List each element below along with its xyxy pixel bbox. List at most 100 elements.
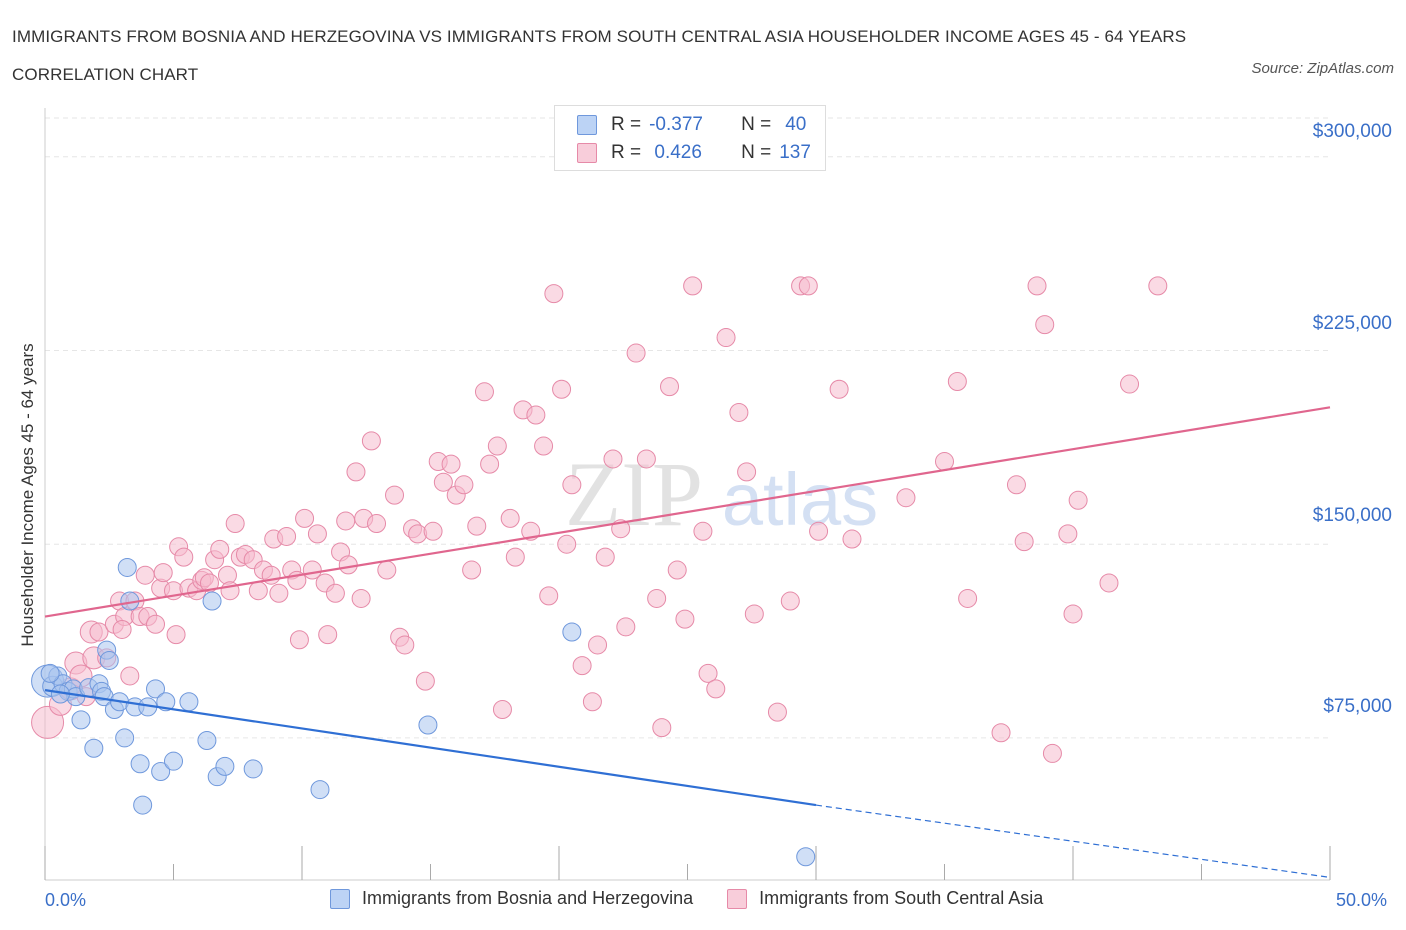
legend-label-south-central-asia: Immigrants from South Central Asia <box>759 888 1044 908</box>
data-point-south-central-asia <box>767 702 787 722</box>
data-point-south-central-asia <box>1035 315 1055 335</box>
data-point-south-central-asia <box>146 614 166 634</box>
y-tick-label: $300,000 <box>1312 121 1392 142</box>
data-point-south-central-asia <box>377 560 397 580</box>
data-point-bosnia <box>215 756 235 776</box>
y-tick-label: $225,000 <box>1312 313 1392 334</box>
data-point-bosnia <box>133 795 153 815</box>
data-point-south-central-asia <box>829 379 849 399</box>
data-point-bosnia <box>117 557 137 577</box>
data-point-south-central-asia <box>595 547 615 567</box>
correlation-legend: R = -0.377 N = 40 R = 0.426 N = 137 <box>554 105 826 171</box>
data-point-south-central-asia <box>539 586 559 606</box>
r-value: -0.377 <box>649 114 703 135</box>
data-point-south-central-asia <box>572 656 592 676</box>
data-point-south-central-asia <box>947 371 967 391</box>
data-point-south-central-asia <box>935 452 954 472</box>
data-point-south-central-asia <box>225 514 245 534</box>
data-point-south-central-asia <box>1120 374 1140 394</box>
data-point-south-central-asia <box>716 328 736 348</box>
blue-swatch-icon <box>577 115 597 135</box>
data-point-south-central-asia <box>289 630 309 650</box>
data-point-south-central-asia <box>780 591 800 611</box>
data-point-south-central-asia <box>505 547 525 567</box>
data-point-south-central-asia <box>744 604 764 624</box>
data-point-bosnia <box>164 751 183 771</box>
data-point-south-central-asia <box>698 663 718 683</box>
data-point-bosnia <box>197 731 217 751</box>
data-point-south-central-asia <box>737 462 757 482</box>
y-tick-label: $75,000 <box>1323 696 1392 717</box>
data-point-south-central-asia <box>647 588 667 608</box>
data-point-south-central-asia <box>842 529 862 549</box>
watermark-zip: ZIP <box>565 443 703 545</box>
x-tick-label-min: 0.0% <box>45 890 87 910</box>
data-point-bosnia <box>130 754 150 774</box>
data-point-south-central-asia <box>248 581 268 601</box>
data-point-south-central-asia <box>474 382 494 402</box>
data-point-south-central-asia <box>166 625 186 645</box>
data-point-south-central-asia <box>153 563 173 583</box>
data-point-south-central-asia <box>1006 475 1026 495</box>
data-point-south-central-asia <box>361 431 381 451</box>
data-point-south-central-asia <box>683 276 703 296</box>
chart-title: IMMIGRANTS FROM BOSNIA AND HERZEGOVINA V… <box>12 27 1187 84</box>
data-point-bosnia <box>418 715 438 735</box>
data-point-south-central-asia <box>588 635 608 655</box>
data-point-south-central-asia <box>112 619 132 639</box>
data-point-south-central-asia <box>896 488 916 508</box>
data-point-south-central-asia <box>217 565 237 585</box>
data-point-south-central-asia <box>441 454 461 474</box>
data-point-south-central-asia <box>367 514 387 534</box>
legend-item-bosnia: Immigrants from Bosnia and Herzegovina <box>330 888 693 909</box>
data-point-south-central-asia <box>135 565 155 585</box>
data-point-south-central-asia <box>433 472 453 492</box>
data-point-south-central-asia <box>1063 604 1083 624</box>
data-point-south-central-asia <box>552 379 572 399</box>
data-point-south-central-asia <box>729 402 749 422</box>
data-point-south-central-asia <box>120 666 140 686</box>
trend-lines <box>44 406 1331 879</box>
data-point-south-central-asia <box>318 625 338 645</box>
data-point-south-central-asia <box>174 547 194 567</box>
data-point-south-central-asia <box>958 588 978 608</box>
data-point-bosnia <box>151 762 171 782</box>
data-point-south-central-asia <box>454 475 474 495</box>
data-point-south-central-asia <box>991 723 1011 743</box>
r-value: 0.426 <box>649 142 702 163</box>
data-point-bosnia <box>562 622 582 642</box>
data-point-bosnia <box>202 591 222 611</box>
data-point-south-central-asia <box>492 700 512 720</box>
source-label: Source: ZipAtlas.com <box>1251 60 1394 77</box>
data-point-bosnia <box>179 692 199 712</box>
data-point-south-central-asia <box>1099 573 1119 593</box>
data-point-south-central-asia <box>500 508 520 528</box>
data-point-bosnia <box>243 759 263 779</box>
data-point-south-central-asia <box>295 508 315 528</box>
data-point-south-central-asia <box>307 524 327 544</box>
data-point-south-central-asia <box>534 436 554 456</box>
data-point-south-central-asia <box>1058 524 1078 544</box>
data-point-bosnia <box>99 650 119 670</box>
axes <box>44 108 1331 881</box>
data-point-south-central-asia <box>1042 743 1062 763</box>
data-point-south-central-asia <box>1014 532 1034 552</box>
data-point-south-central-asia <box>706 679 726 699</box>
data-point-south-central-asia <box>351 588 371 608</box>
n-label: N = <box>741 142 772 163</box>
data-point-south-central-asia <box>277 526 297 546</box>
n-value: 40 <box>785 114 807 135</box>
data-point-south-central-asia <box>1148 276 1168 296</box>
data-point-bosnia <box>71 710 91 730</box>
data-point-south-central-asia <box>385 485 405 505</box>
legend-row-south-central-asia: R = 0.426 N = 137 <box>577 140 811 166</box>
trend-line-bosnia <box>44 689 817 807</box>
data-point-bosnia <box>310 780 330 800</box>
y-tick-label: $150,000 <box>1312 505 1392 526</box>
data-point-south-central-asia <box>336 511 356 531</box>
data-point-south-central-asia <box>210 539 230 559</box>
pink-swatch-icon <box>727 888 748 909</box>
series-bosnia <box>31 557 816 867</box>
data-point-south-central-asia <box>809 521 829 541</box>
data-point-south-central-asia <box>798 276 818 296</box>
